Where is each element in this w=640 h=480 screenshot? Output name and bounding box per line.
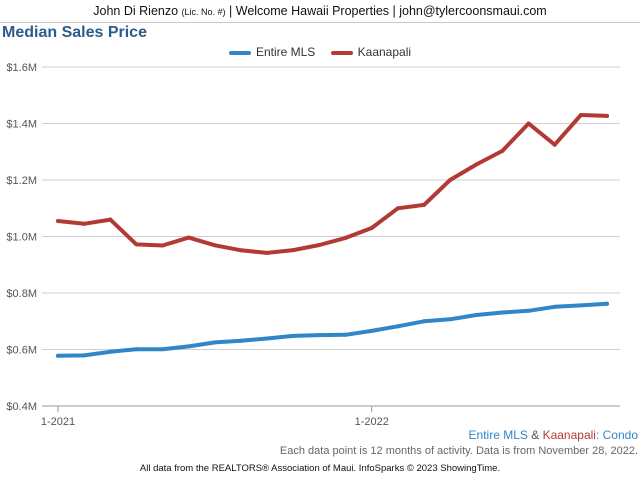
header-rest: | Welcome Hawaii Properties | john@tyler…	[229, 4, 547, 18]
data-point[interactable]	[82, 221, 87, 226]
series-line-entire-mls[interactable]	[56, 301, 609, 358]
data-point[interactable]	[239, 338, 243, 343]
data-point[interactable]	[500, 310, 505, 315]
legend-swatch-kaanapali	[330, 50, 353, 55]
data-point[interactable]	[474, 313, 479, 318]
data-point[interactable]	[343, 235, 348, 240]
footer-credit: All data from the REALTORS® Association …	[139, 463, 501, 474]
series-line-kaanapali[interactable]	[56, 113, 609, 255]
data-point[interactable]	[474, 162, 479, 167]
data-point[interactable]	[291, 333, 296, 338]
subtitle-kaanapali: Kaanapali	[542, 428, 596, 442]
data-point[interactable]	[134, 242, 139, 247]
data-point[interactable]	[500, 148, 505, 153]
data-point[interactable]	[422, 202, 426, 207]
y-tick-label: $1.6M	[6, 62, 37, 74]
data-point[interactable]	[422, 319, 426, 324]
data-point[interactable]	[239, 248, 243, 253]
data-point[interactable]	[265, 250, 270, 255]
subtitle-amp: &	[531, 428, 540, 442]
header-bar: John Di Rienzo (Lic. No. #) | Welcome Ha…	[0, 0, 640, 23]
data-point[interactable]	[605, 301, 609, 306]
data-point[interactable]	[108, 217, 113, 222]
y-tick-label: $1.0M	[6, 232, 37, 244]
data-point[interactable]	[160, 243, 165, 248]
legend-label-kaanapali: Kaanapali	[357, 45, 412, 59]
legend-label-mls: Entire MLS	[255, 45, 316, 59]
data-point[interactable]	[82, 353, 87, 358]
data-point[interactable]	[212, 243, 217, 248]
data-point[interactable]	[448, 178, 453, 182]
data-point[interactable]	[526, 308, 531, 313]
y-tick-label: $1.2M	[6, 175, 37, 187]
data-point[interactable]	[395, 324, 400, 329]
data-point[interactable]	[578, 113, 583, 118]
y-tick-label: $0.6M	[6, 345, 37, 357]
data-point[interactable]	[186, 235, 191, 240]
license-text: (Lic. No. #)	[181, 7, 226, 17]
chart-title: Median Sales Price	[2, 24, 147, 41]
data-point[interactable]	[369, 226, 374, 231]
data-point[interactable]	[186, 344, 191, 349]
data-point[interactable]	[265, 336, 270, 341]
x-tick-label: 1-2021	[41, 416, 75, 428]
data-point[interactable]	[108, 349, 113, 354]
y-tick-label: $0.4M	[6, 401, 37, 413]
data-point[interactable]	[134, 347, 139, 352]
data-point[interactable]	[395, 206, 400, 211]
data-point[interactable]	[317, 242, 322, 247]
legend-item-kaanapali[interactable]: Kaanapali	[330, 45, 412, 59]
y-tick-label: $1.4M	[6, 119, 37, 131]
data-point[interactable]	[160, 347, 165, 352]
data-point[interactable]	[212, 340, 217, 345]
subtitle-condo: : Condo	[595, 428, 638, 442]
data-point[interactable]	[56, 218, 60, 223]
data-point[interactable]	[317, 333, 322, 338]
data-point[interactable]	[369, 328, 374, 333]
data-note: Each data point is 12 months of activity…	[279, 445, 638, 457]
legend: Entire MLS Kaanapali	[0, 45, 640, 59]
y-tick-label: $0.8M	[6, 288, 37, 300]
data-point[interactable]	[343, 332, 348, 337]
x-tick-label: 1-2022	[355, 416, 389, 428]
data-point[interactable]	[291, 248, 296, 253]
data-point[interactable]	[56, 353, 60, 358]
data-point[interactable]	[578, 303, 583, 308]
subtitle-mls: Entire MLS	[468, 428, 528, 442]
agent-name: John Di Rienzo	[93, 4, 179, 18]
chart-subtitle: Entire MLS & Kaanapali: Condo	[469, 428, 638, 442]
data-point[interactable]	[448, 317, 453, 322]
legend-swatch-mls	[228, 50, 251, 55]
data-point[interactable]	[552, 142, 557, 147]
data-point[interactable]	[526, 121, 531, 126]
data-point[interactable]	[552, 304, 557, 309]
legend-item-mls[interactable]: Entire MLS	[228, 45, 316, 59]
data-point[interactable]	[605, 113, 609, 118]
